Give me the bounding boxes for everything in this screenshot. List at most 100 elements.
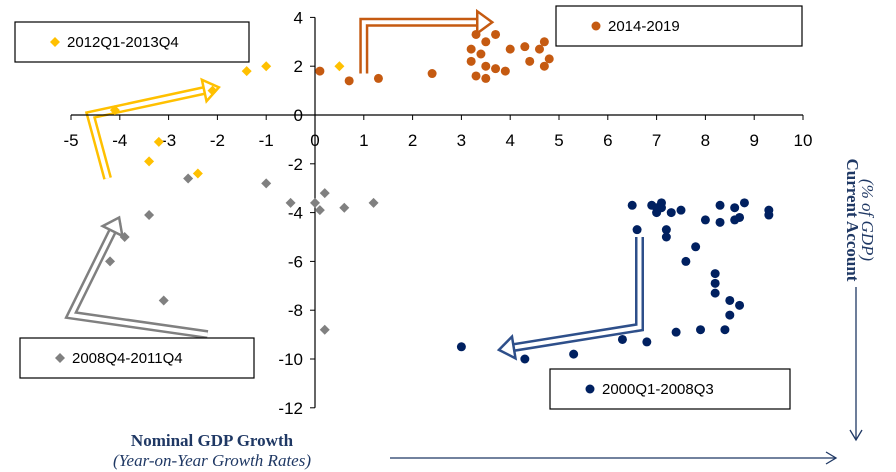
data-point: [192, 168, 203, 179]
data-point: [109, 105, 120, 116]
x-axis-subtitle: (Year-on-Year Growth Rates): [113, 451, 311, 470]
legend-marker: [50, 37, 60, 47]
data-point: [471, 29, 481, 39]
data-point: [539, 61, 549, 71]
legend-box: 2012Q1-2013Q4: [14, 21, 250, 63]
trajectory-arrows: [64, 8, 644, 361]
data-point: [471, 71, 481, 81]
x-tick-label: 6: [603, 131, 612, 150]
data-point: [569, 349, 579, 359]
data-point: [153, 136, 164, 147]
data-point: [534, 44, 544, 54]
data-point: [739, 198, 749, 208]
data-point: [627, 200, 637, 210]
data-point: [261, 61, 272, 72]
x-tick-label: 2: [408, 131, 417, 150]
brown-trajectory-arrow-head: [475, 8, 495, 36]
data-point: [310, 197, 320, 208]
data-point: [241, 66, 252, 77]
data-point: [730, 203, 740, 213]
series-2012Q1-2013Q4: [109, 61, 345, 179]
series-2008Q4-2011Q4: [105, 173, 379, 335]
blue-trajectory-arrow: [496, 237, 644, 361]
legend-marker: [55, 353, 65, 363]
blue-trajectory-arrow-inner: [502, 237, 642, 352]
data-point: [691, 242, 701, 252]
data-point: [715, 217, 725, 227]
x-tick-label: -1: [259, 131, 274, 150]
x-axis-title: Nominal GDP Growth: [131, 431, 294, 450]
data-point: [319, 188, 330, 199]
y-tick-label: -8: [288, 301, 303, 320]
data-point: [676, 205, 686, 215]
data-point: [144, 156, 155, 167]
legend-label: 2008Q4-2011Q4: [72, 350, 183, 367]
x-tick-label: -4: [112, 131, 127, 150]
x-tick-label: 1: [359, 131, 368, 150]
data-point: [319, 324, 330, 335]
data-point: [656, 198, 666, 208]
x-tick-label: -3: [161, 131, 176, 150]
data-point: [681, 256, 691, 266]
data-point: [158, 295, 169, 306]
data-point: [632, 225, 642, 235]
x-tick-label: 0: [310, 131, 319, 150]
y-tick-label: 2: [294, 57, 303, 76]
data-point: [505, 44, 515, 54]
data-point: [491, 29, 501, 39]
data-point: [520, 354, 530, 364]
x-tick-label: -2: [210, 131, 225, 150]
data-point: [735, 300, 745, 310]
data-point: [500, 66, 510, 76]
x-tick-label: 9: [749, 131, 758, 150]
y-axis-title: Current Account: [843, 159, 862, 282]
legend-label: 2014-2019: [608, 18, 680, 35]
data-point: [119, 232, 130, 242]
x-axis-pointer-arrowhead: [825, 451, 838, 465]
data-point: [539, 37, 549, 47]
data-point: [481, 73, 491, 83]
data-point: [368, 197, 379, 208]
yellow-trajectory-arrow: [84, 77, 221, 180]
gray-trajectory-arrow-head: [99, 215, 125, 239]
data-point: [456, 342, 466, 352]
data-point: [661, 225, 671, 235]
y-tick-label: -10: [278, 350, 303, 369]
data-point: [710, 288, 720, 298]
data-point: [481, 61, 491, 71]
data-point: [520, 42, 530, 52]
x-tick-label: -5: [63, 131, 78, 150]
data-point: [710, 278, 720, 288]
data-point: [725, 310, 735, 320]
gray-trajectory-arrow-inner: [67, 220, 208, 337]
data-point: [617, 334, 627, 344]
data-point: [700, 215, 710, 225]
data-point: [544, 54, 554, 64]
data-point: [735, 212, 745, 222]
y-axis-subtitle: (% of GDP): [858, 179, 877, 261]
data-point: [373, 73, 383, 83]
data-point: [105, 256, 116, 267]
data-point: [207, 85, 218, 96]
data-point: [642, 337, 652, 347]
data-point: [144, 210, 155, 221]
y-tick-label: 4: [294, 8, 303, 27]
data-point: [314, 205, 325, 216]
data-point: [696, 325, 706, 335]
data-point: [285, 197, 296, 208]
x-tick-label: 8: [701, 131, 710, 150]
x-tick-label: 3: [457, 131, 466, 150]
data-point: [491, 64, 501, 74]
x-tick-label: 5: [554, 131, 563, 150]
data-point: [661, 232, 671, 242]
data-point: [710, 269, 720, 279]
data-point: [339, 202, 350, 213]
data-point: [261, 178, 272, 189]
y-tick-label: -4: [288, 204, 303, 223]
yellow-trajectory-arrow-inner: [88, 86, 216, 179]
brown-trajectory-arrow: [359, 8, 495, 74]
x-tick-label: 4: [505, 131, 514, 150]
legends: 2012Q1-2013Q4 2014-2019 2008Q4-2011Q4 2000Q…: [14, 5, 803, 410]
data-point: [715, 200, 725, 210]
